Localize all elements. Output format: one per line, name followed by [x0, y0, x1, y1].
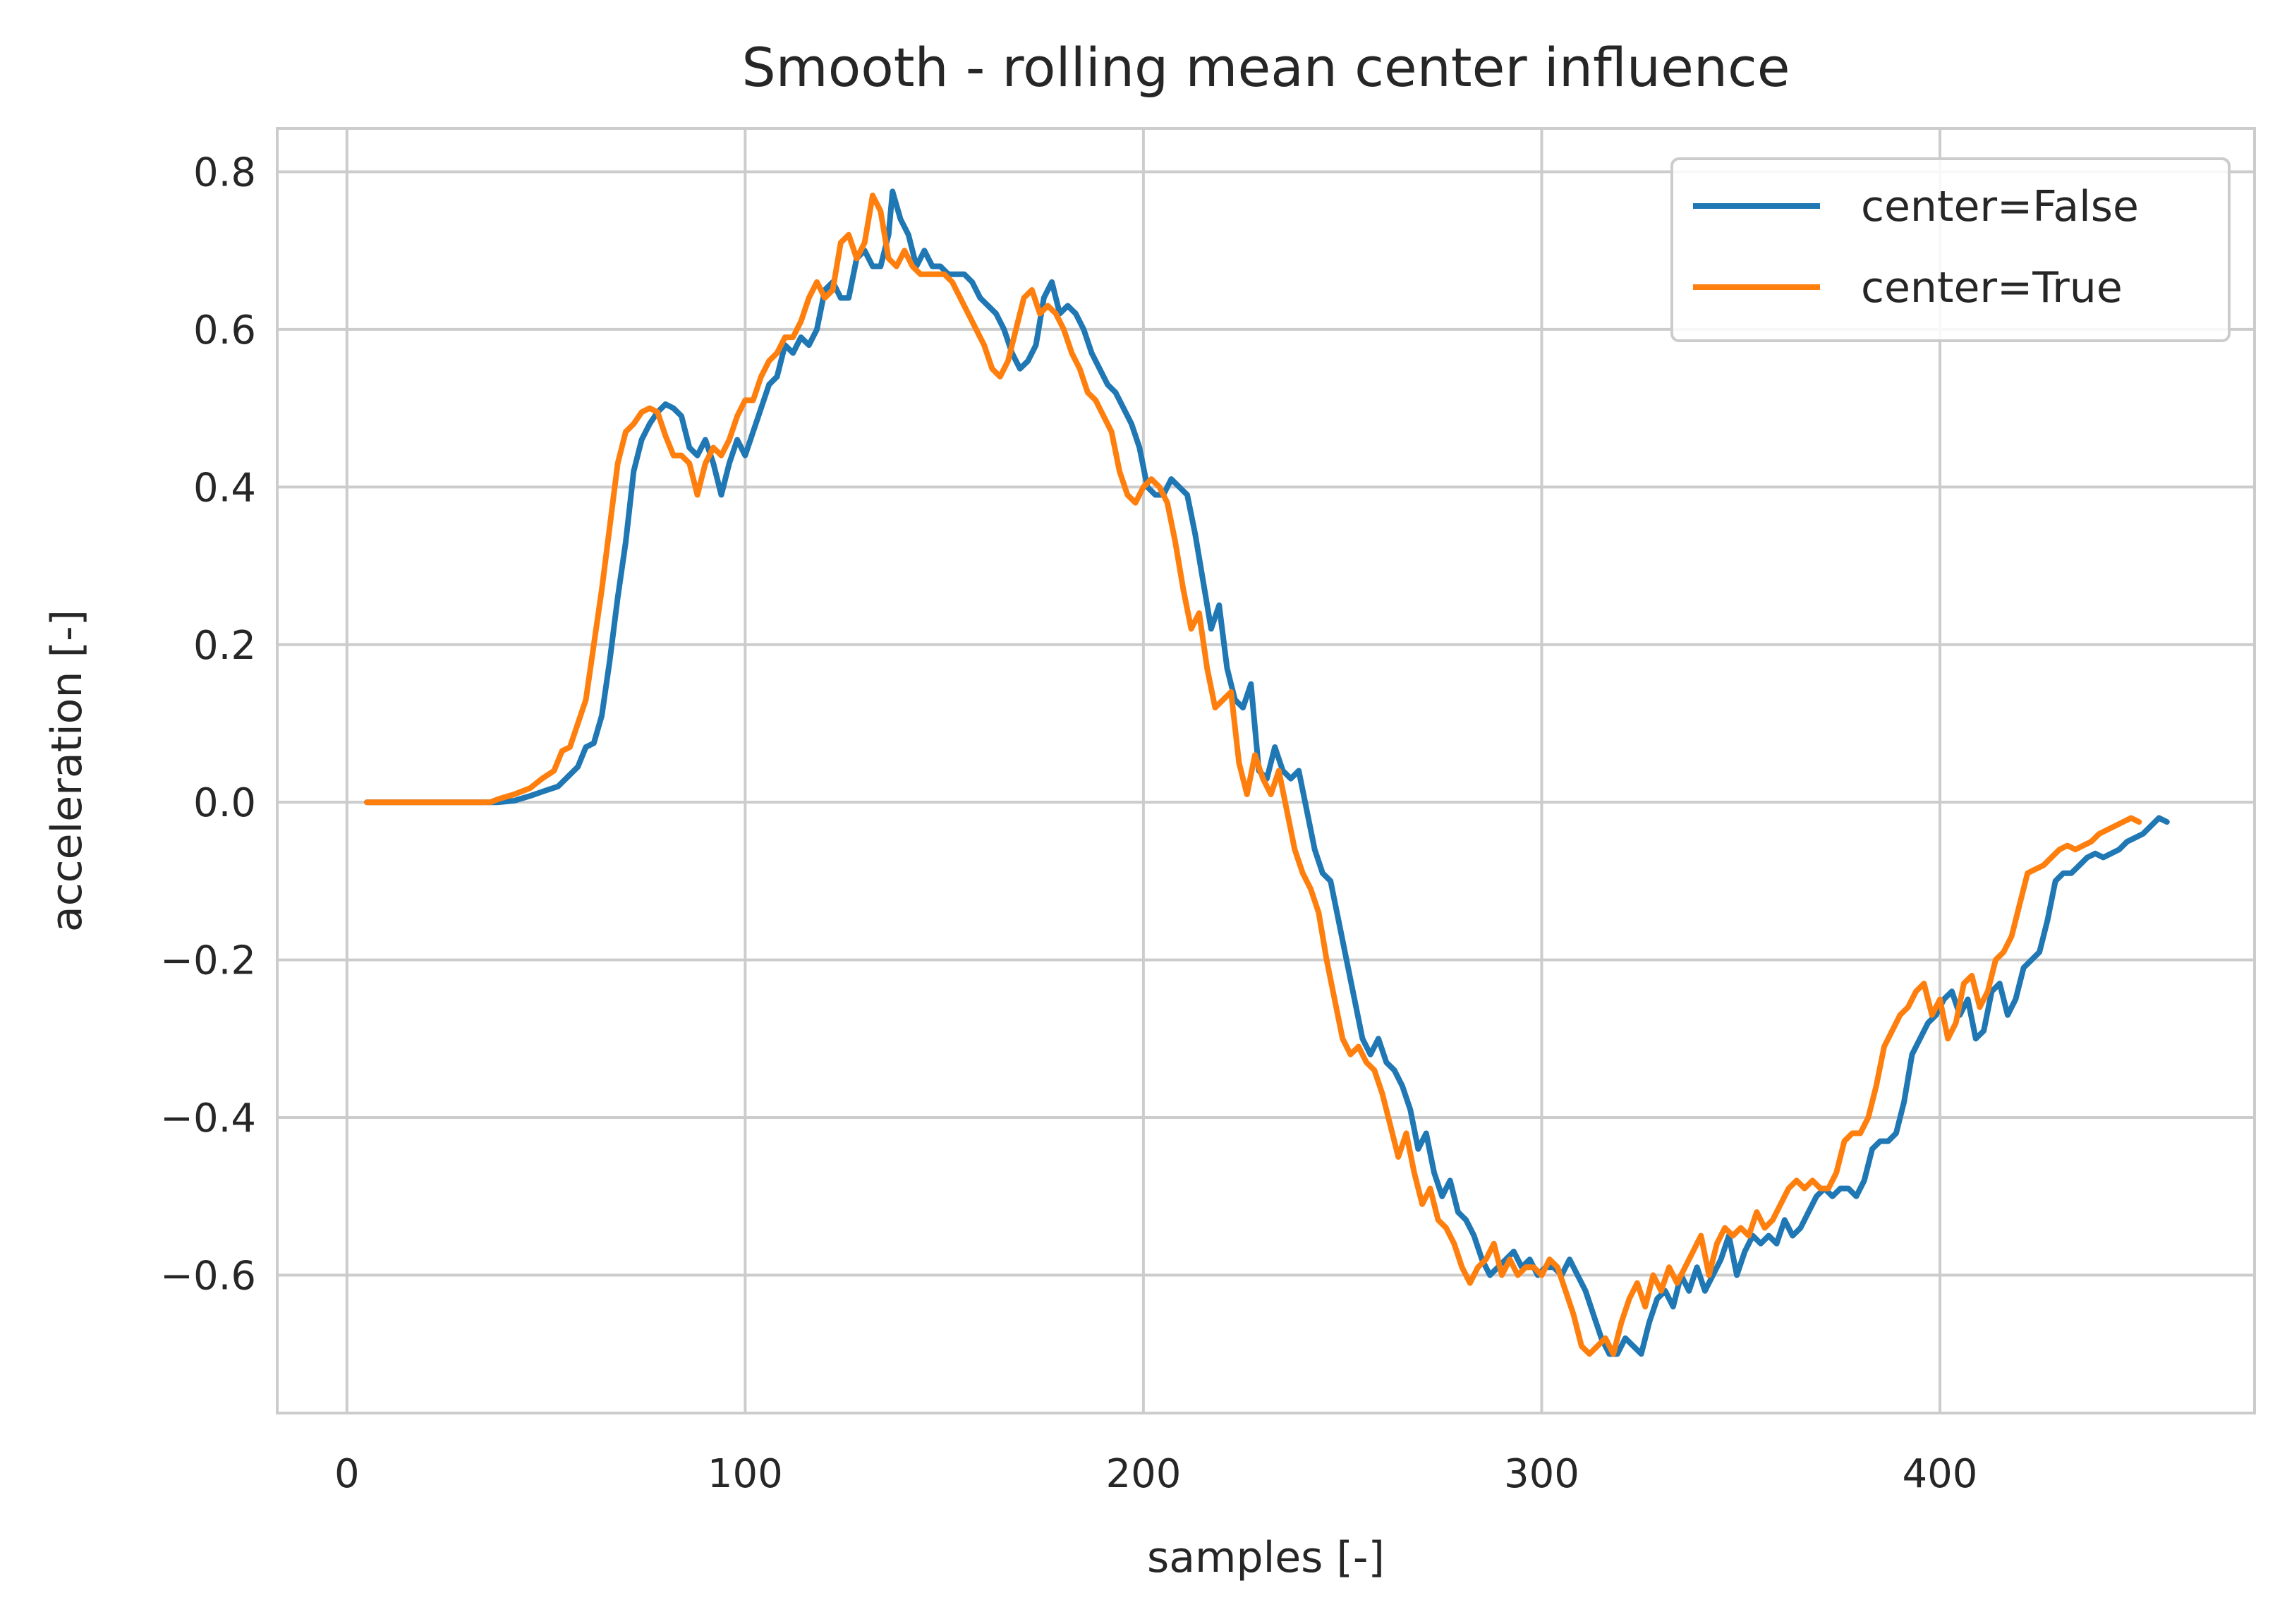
y-tick-label: 0.0: [193, 780, 256, 826]
x-tick-label: 200: [1105, 1451, 1181, 1497]
y-tick-label: 0.2: [193, 623, 256, 669]
y-tick-label: 0.4: [193, 465, 256, 511]
chart-title: Smooth - rolling mean center influence: [741, 36, 1790, 99]
series-lines: [364, 188, 2170, 1357]
plot-frame: [276, 127, 2256, 1414]
x-tick-label: 0: [334, 1451, 360, 1497]
series-line-center-false: [364, 188, 2170, 1357]
legend: center=False center=True: [1670, 157, 2231, 342]
y-axis-label: acceleration [-]: [42, 610, 92, 932]
y-tick-label: −0.2: [160, 938, 256, 984]
legend-label-center-true: center=True: [1861, 263, 2123, 313]
x-tick-label: 300: [1504, 1451, 1579, 1497]
x-tick-label: 400: [1903, 1451, 1978, 1497]
series-line-center-true: [364, 193, 2142, 1357]
y-tick-label: −0.4: [160, 1096, 256, 1141]
y-tick-label: −0.6: [160, 1253, 256, 1299]
x-axis-label: samples [-]: [1147, 1533, 1385, 1582]
y-tick-label: 0.8: [193, 150, 256, 195]
y-tick-label: 0.6: [193, 308, 256, 353]
tick-labels: 0 100 200 300 400 −0.6 −0.4 −0.2 0.0 0.2 0.4 0.6 0.8: [160, 150, 1977, 1497]
x-tick-label: 100: [708, 1451, 783, 1497]
legend-label-center-false: center=False: [1861, 182, 2139, 231]
grid: [277, 128, 2255, 1413]
